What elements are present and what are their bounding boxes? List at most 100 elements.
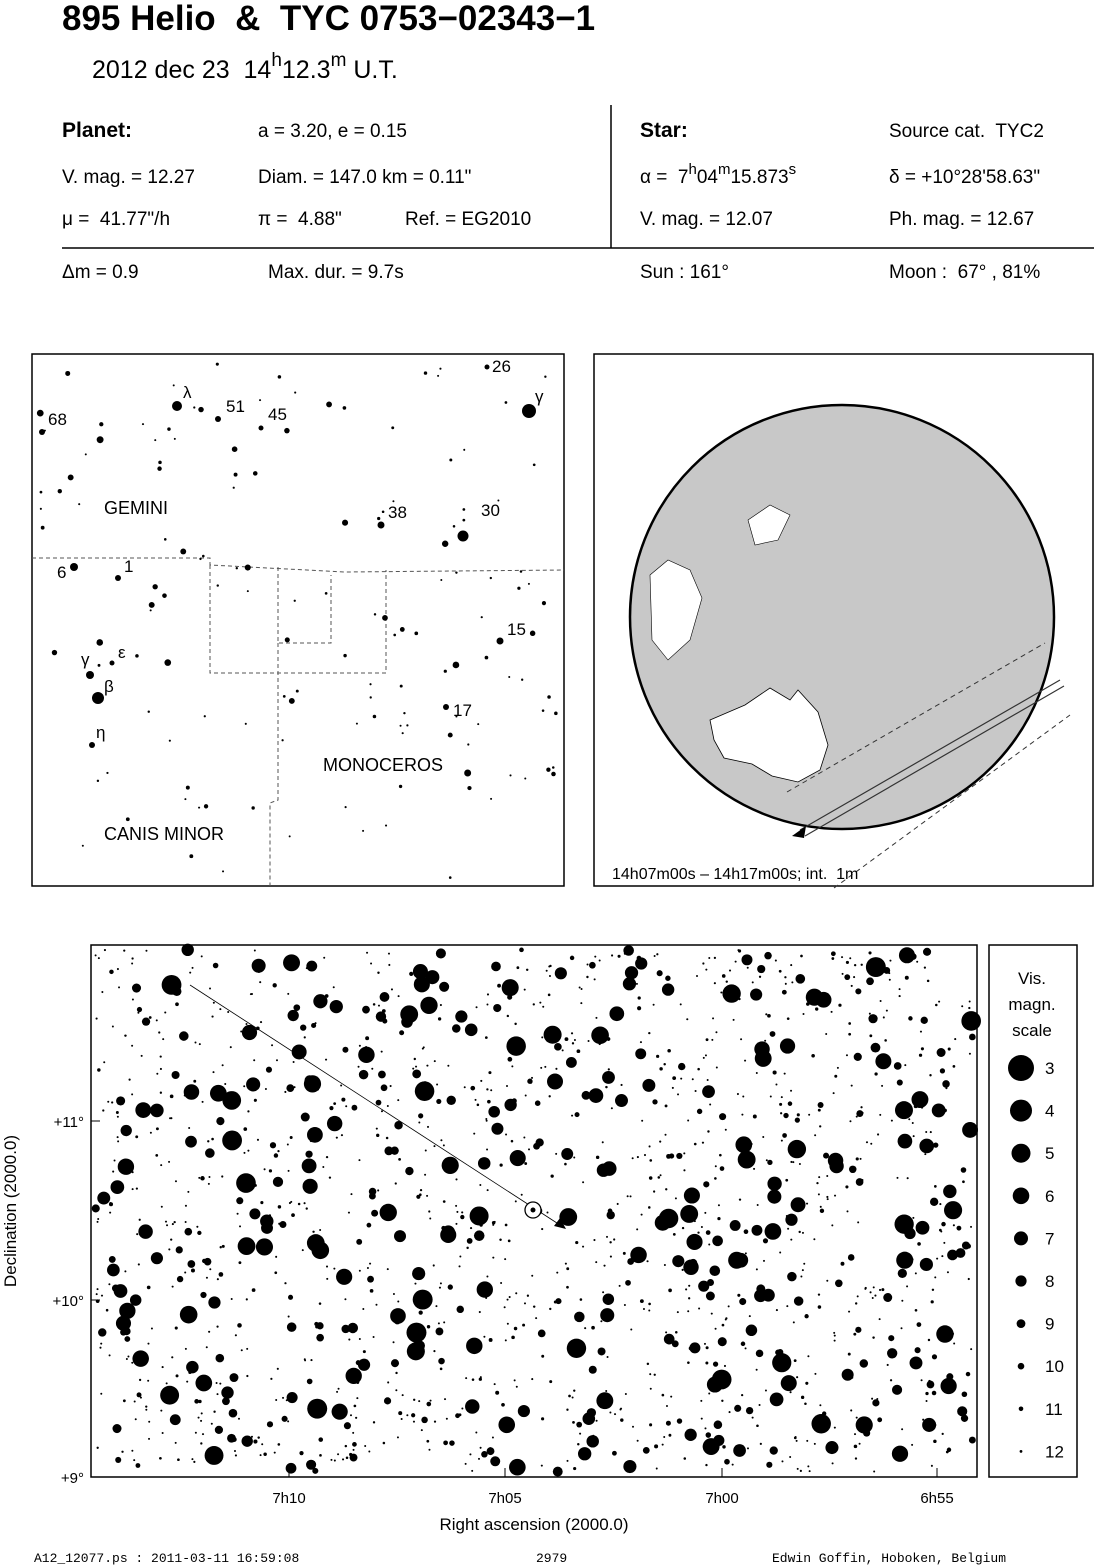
star: [443, 704, 449, 710]
right-ascension: α = 7h04m15.873s: [640, 161, 796, 188]
star: [235, 567, 238, 570]
star: [767, 1159, 773, 1166]
star: [826, 1195, 829, 1199]
star: [282, 1396, 285, 1399]
star: [438, 1357, 445, 1365]
star: [184, 1271, 187, 1274]
star: [527, 582, 530, 585]
star: [632, 1425, 635, 1428]
star: [358, 1337, 361, 1340]
star: [419, 1188, 423, 1192]
star: [463, 448, 466, 451]
star: [246, 1077, 261, 1092]
star: [663, 1263, 666, 1266]
star: [300, 1112, 310, 1122]
star: [486, 1275, 489, 1278]
footer: A12_12077.ps : 2011-03-11 16:59:08 2979 …: [34, 1551, 1006, 1566]
star: [805, 988, 823, 1006]
star: [405, 1166, 414, 1176]
star: [767, 1176, 782, 1191]
star: [261, 1443, 264, 1446]
star: [212, 962, 219, 969]
star: [403, 711, 406, 715]
star: [541, 1354, 545, 1358]
star: [300, 1024, 307, 1031]
star: [775, 1309, 778, 1312]
scale-label: 3: [1045, 1059, 1054, 1078]
star: [203, 1375, 206, 1378]
star: [849, 957, 852, 960]
star: [198, 1399, 202, 1404]
star: [857, 1221, 860, 1224]
star: [694, 1089, 697, 1093]
star: [589, 961, 596, 969]
star: [841, 956, 844, 959]
star: [257, 1436, 260, 1439]
star: [373, 613, 377, 616]
star: [218, 1272, 224, 1277]
star: [865, 1141, 869, 1144]
star: [397, 1099, 400, 1102]
star: [150, 1327, 153, 1330]
star: [136, 1233, 139, 1236]
star: [323, 1255, 326, 1258]
star: [499, 1163, 503, 1167]
star: [96, 1220, 99, 1223]
star: [97, 1068, 101, 1072]
star: [203, 1257, 212, 1266]
star: [938, 1228, 942, 1232]
star: [406, 724, 409, 727]
star: [442, 1200, 446, 1203]
star: [145, 1408, 148, 1411]
star: [369, 1288, 374, 1293]
star: [398, 1157, 401, 1161]
star: [216, 1117, 225, 1126]
star: [919, 1138, 935, 1154]
star: [236, 1212, 239, 1215]
star: [833, 1339, 836, 1342]
star: [955, 1248, 966, 1258]
star: [917, 1242, 921, 1246]
star: [272, 983, 277, 988]
star: [649, 1387, 652, 1390]
star: [636, 1439, 639, 1442]
star: [215, 362, 219, 366]
star: [823, 1152, 830, 1159]
star: [833, 1334, 836, 1337]
star: [946, 1271, 949, 1274]
star: [160, 1385, 180, 1405]
star: [596, 1392, 614, 1410]
author: Edwin Goffin, Hoboken, Belgium: [772, 1551, 1006, 1566]
star: [455, 1010, 468, 1023]
star: [523, 1302, 527, 1305]
star: [855, 1326, 862, 1333]
star-label: 17: [453, 701, 472, 720]
star: [898, 995, 901, 998]
scale-dot: [1008, 1055, 1034, 1081]
star: [866, 977, 874, 986]
star: [929, 1131, 932, 1134]
star: [393, 633, 397, 637]
star: [522, 1323, 526, 1327]
star: [524, 1162, 528, 1165]
star: [889, 1336, 894, 1340]
star: [353, 1404, 357, 1408]
star: [573, 1466, 577, 1471]
star: [171, 1285, 174, 1288]
star: [240, 1349, 243, 1352]
star: [509, 1458, 526, 1476]
star: [541, 709, 545, 712]
star: [485, 1296, 488, 1299]
star: [829, 1158, 844, 1174]
star: [333, 1459, 336, 1462]
star: [212, 1071, 215, 1074]
scale-dot: [1010, 1099, 1032, 1122]
star: [174, 1441, 177, 1444]
star: [853, 1052, 862, 1061]
star: [939, 1068, 946, 1074]
star: [329, 1106, 334, 1111]
star: [541, 1417, 545, 1421]
star: [39, 507, 42, 510]
star: [187, 1190, 190, 1193]
star: [219, 1246, 222, 1249]
